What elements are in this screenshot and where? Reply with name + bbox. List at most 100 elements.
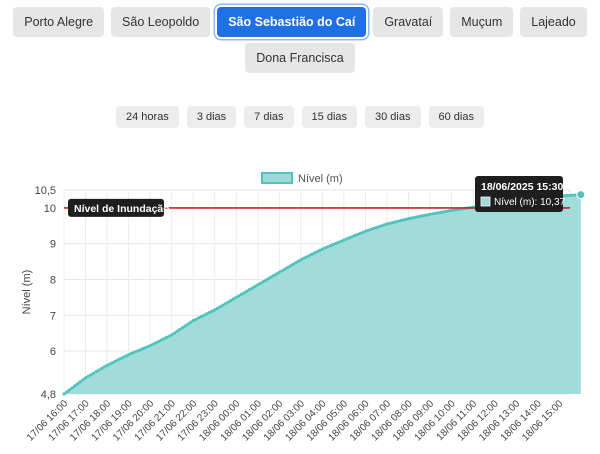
data-point — [183, 324, 187, 328]
data-point — [310, 252, 314, 256]
range-button-15-dias[interactable]: 15 dias — [301, 106, 358, 128]
data-point — [307, 254, 311, 258]
data-point — [358, 231, 362, 235]
y-tick-label: 9 — [50, 239, 56, 251]
data-point — [178, 328, 182, 332]
data-point — [65, 390, 69, 394]
data-point — [277, 270, 281, 274]
data-point — [153, 341, 158, 345]
station-button-dona-francisca[interactable]: Dona Francisca — [245, 43, 355, 73]
station-button-gravatai[interactable]: Gravataí — [373, 7, 444, 37]
data-point — [423, 213, 427, 217]
data-point — [105, 363, 109, 367]
data-point — [151, 342, 155, 346]
data-point — [78, 380, 82, 384]
data-point — [110, 361, 114, 365]
data-point — [369, 227, 373, 231]
data-point — [336, 240, 341, 244]
data-point — [296, 259, 300, 263]
data-point — [226, 300, 230, 304]
data-point — [304, 255, 308, 259]
data-point — [145, 345, 149, 349]
data-point — [371, 226, 376, 231]
data-point — [202, 313, 206, 317]
data-point — [293, 261, 298, 265]
data-point — [328, 244, 333, 248]
data-point — [194, 317, 198, 321]
y-tick-label: 4,8 — [41, 389, 56, 401]
data-point — [439, 210, 443, 214]
data-point — [135, 349, 139, 353]
range-button-30-dias[interactable]: 30 dias — [365, 106, 421, 128]
data-point — [312, 251, 316, 255]
data-point — [388, 221, 392, 225]
data-point — [229, 298, 233, 303]
data-point — [164, 336, 168, 340]
data-point — [124, 354, 128, 358]
data-point — [425, 213, 429, 217]
data-point — [382, 223, 386, 227]
data-point — [380, 224, 384, 228]
station-button-lajeado[interactable]: Lajeado — [520, 7, 587, 37]
range-button-7-dias[interactable]: 7 dias — [244, 106, 294, 128]
y-tick-label: 10 — [44, 203, 56, 215]
data-point — [73, 384, 77, 388]
data-point — [347, 236, 351, 240]
station-row-2: Dona Francisca — [0, 43, 600, 73]
y-tick-label: 8 — [50, 274, 56, 286]
data-point — [62, 392, 66, 396]
range-button-60-dias[interactable]: 60 dias — [428, 106, 484, 128]
data-point — [253, 284, 257, 288]
y-tick-label: 6 — [50, 346, 56, 358]
data-point — [398, 219, 402, 223]
station-button-sao-sebastiao-do-cai[interactable]: São Sebastião do Caí — [217, 7, 367, 37]
data-point — [242, 291, 246, 295]
data-point — [428, 212, 432, 216]
data-point — [250, 286, 254, 290]
data-point — [406, 217, 411, 221]
data-point — [232, 297, 236, 301]
time-range-selector: 24 horas 3 dias 7 dias 15 dias 30 dias 6… — [0, 106, 600, 128]
data-point — [350, 235, 354, 239]
data-point — [267, 277, 271, 281]
range-button-24-horas[interactable]: 24 horas — [116, 106, 179, 128]
flood-level-label: Nível de Inundação — [74, 203, 170, 215]
data-point — [283, 267, 287, 271]
data-point — [571, 193, 575, 197]
data-point — [568, 193, 572, 197]
tooltip-box — [475, 176, 563, 212]
range-button-3-dias[interactable]: 3 dias — [186, 106, 237, 128]
tooltip-swatch — [480, 196, 491, 207]
data-point — [363, 229, 367, 233]
data-point — [301, 256, 306, 260]
station-button-mucum[interactable]: Muçum — [450, 7, 514, 37]
data-point — [417, 214, 421, 219]
data-point — [100, 366, 104, 371]
data-point — [102, 365, 106, 369]
station-button-porto-alegre[interactable]: Porto Alegre — [13, 7, 105, 37]
data-point — [86, 374, 90, 378]
data-point — [132, 350, 136, 354]
data-point — [396, 219, 400, 223]
data-point — [436, 211, 440, 215]
legend-swatch — [261, 172, 293, 184]
data-point — [264, 278, 268, 282]
data-point — [108, 362, 112, 366]
data-point — [213, 308, 217, 312]
data-point — [218, 305, 222, 309]
station-button-sao-leopoldo[interactable]: São Leopoldo — [111, 7, 211, 37]
station-row-1: Porto Alegre São Leopoldo São Sebastião … — [0, 7, 600, 37]
y-tick-label: 7 — [50, 310, 56, 322]
data-point — [70, 386, 74, 390]
data-point — [188, 320, 193, 324]
data-point — [447, 209, 451, 213]
data-point — [342, 238, 346, 242]
data-point — [331, 243, 335, 247]
data-point — [339, 239, 343, 243]
data-point — [81, 378, 85, 382]
data-point — [197, 316, 201, 320]
data-point — [162, 337, 166, 341]
data-point — [248, 287, 252, 292]
data-point — [415, 215, 419, 219]
data-point — [207, 311, 211, 315]
